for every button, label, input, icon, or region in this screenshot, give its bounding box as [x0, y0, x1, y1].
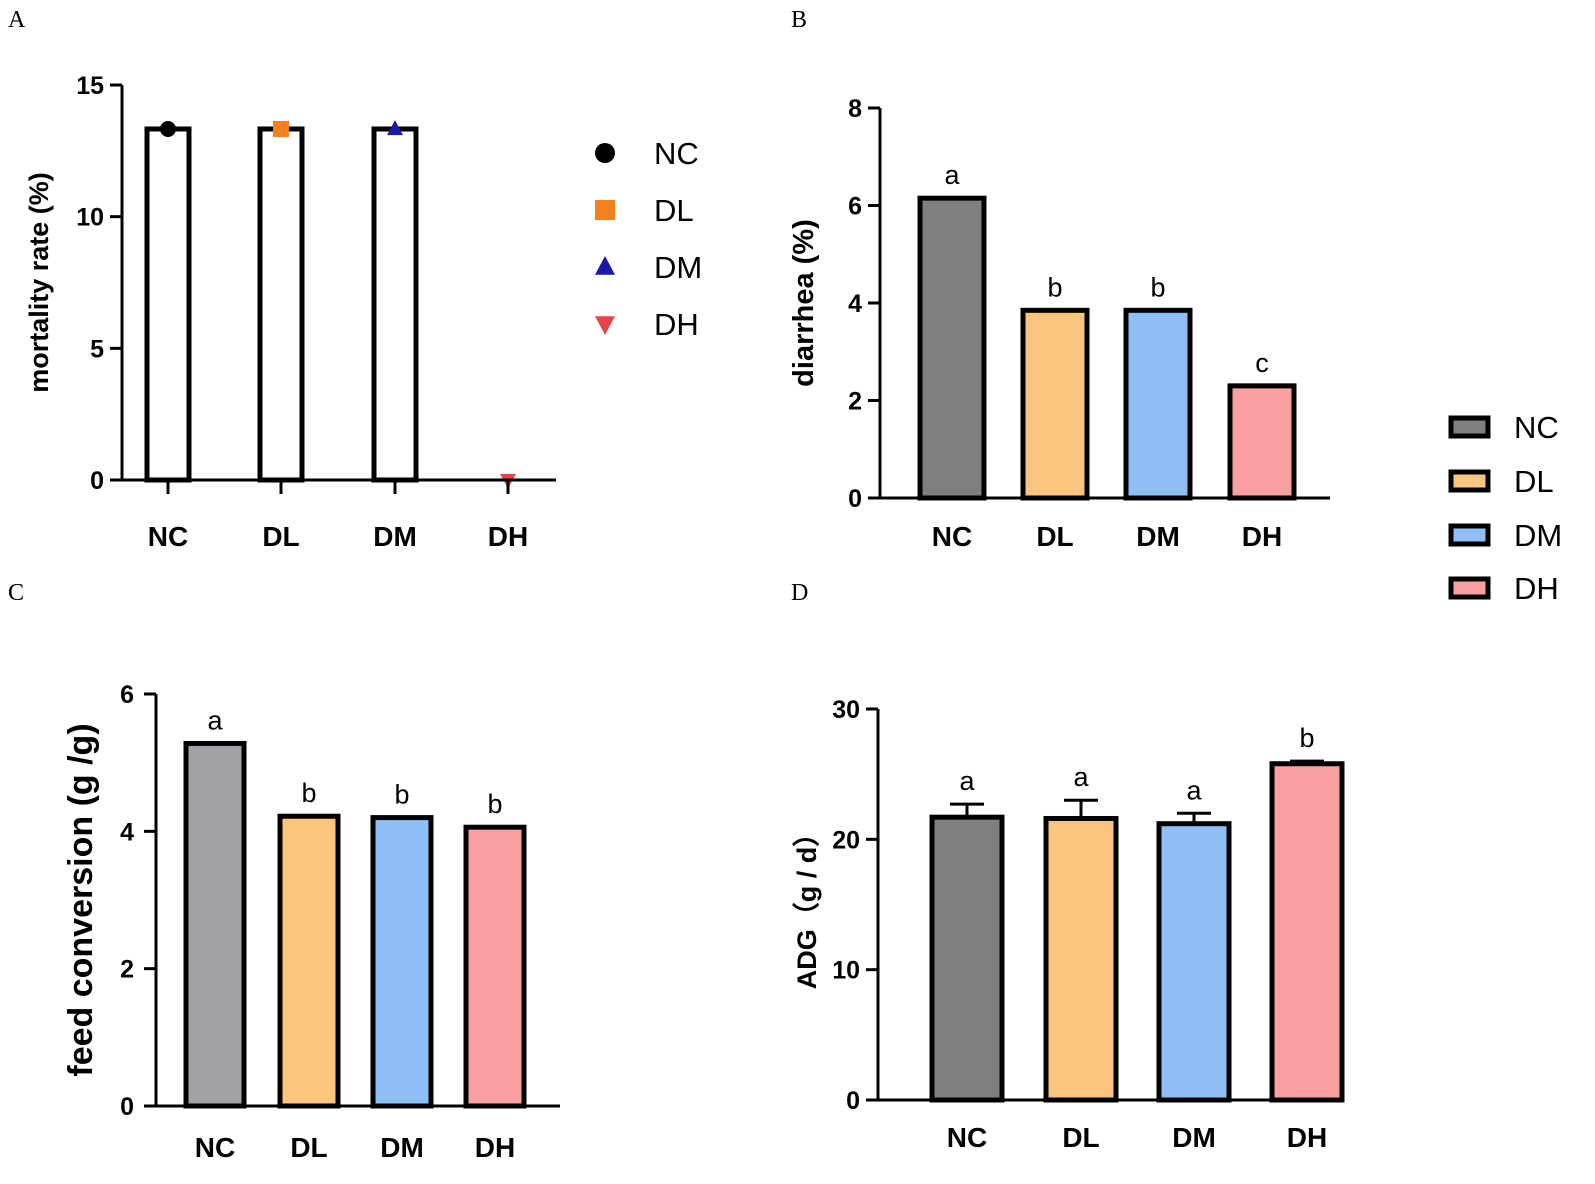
legend-swatch-nc — [1448, 415, 1491, 439]
x-tick-label-dh: DH — [475, 1132, 515, 1163]
y-tick-label: 10 — [76, 204, 104, 232]
x-tick-label-dl: DL — [262, 521, 299, 552]
bar-dl — [277, 813, 341, 1109]
x-tick-label-nc: NC — [947, 1122, 987, 1153]
legend: NC DL DM DH — [1448, 410, 1562, 606]
significance-label-nc: a — [207, 705, 223, 735]
legend-swatch-dl — [1448, 469, 1491, 493]
significance-label-dm: b — [394, 780, 409, 810]
y-tick-label: 15 — [76, 72, 104, 100]
significance-label-nc: a — [944, 160, 960, 190]
y-tick-label: 0 — [846, 1087, 860, 1115]
significance-label-dm: a — [1186, 775, 1202, 805]
x-tick-label-dm: DM — [380, 1132, 424, 1163]
significance-label-dh: c — [1255, 348, 1269, 378]
legend-label-dh: DH — [1514, 571, 1559, 606]
x-tick-label-nc: NC — [195, 1132, 235, 1163]
x-tick-label-nc: NC — [932, 521, 972, 552]
panel-c-feed-conversion-chart: a b b b 0 2 4 6 NC DL DM DH feed conversion (g /g) — [62, 681, 560, 1163]
y-tick-label: 10 — [832, 957, 860, 985]
y-tick-label: 2 — [120, 956, 134, 984]
bar-dh — [463, 824, 527, 1109]
x-tick-label-dh: DH — [488, 521, 528, 552]
y-tick-label: 0 — [120, 1093, 134, 1121]
significance-label-dl: a — [1073, 762, 1089, 792]
x-tick-label-dm: DM — [1172, 1122, 1216, 1153]
bar-dm — [370, 815, 434, 1109]
significance-label-nc: a — [959, 766, 975, 796]
bar-dm — [1123, 307, 1193, 501]
significance-label-dh: b — [487, 789, 502, 819]
x-tick-label-dh: DH — [1287, 1122, 1327, 1153]
marker-dm — [387, 120, 403, 136]
bar-dh — [1269, 761, 1345, 1103]
panel-b-diarrhea-chart: a b b c 0 2 4 6 8 NC DL DM DH diarrhea (%) NC DL DM DH — [788, 95, 1562, 606]
marker-nc — [160, 120, 176, 137]
y-tick-label: 6 — [120, 681, 134, 709]
panel-letter-b: B — [791, 7, 807, 33]
y-tick-label: 0 — [90, 467, 104, 495]
bar-dl — [257, 126, 305, 483]
panel-letter-d: D — [791, 580, 808, 606]
legend-label-nc: NC — [1514, 410, 1559, 445]
x-tick-label-nc: NC — [148, 521, 188, 552]
x-tick-label-dh: DH — [1242, 521, 1282, 552]
x-tick-label-dm: DM — [1136, 521, 1180, 552]
y-axis-label: ADG（g / d） — [792, 820, 822, 990]
bar-dm — [1156, 821, 1232, 1103]
bar-dl — [1043, 815, 1119, 1103]
bar-nc — [917, 195, 987, 501]
y-tick-label: 4 — [120, 818, 134, 846]
y-tick-label: 20 — [832, 826, 860, 854]
y-axis-label: diarrhea (%) — [788, 219, 820, 387]
legend-marker-dh — [595, 316, 615, 335]
y-tick-label: 5 — [90, 335, 104, 363]
bar-dm — [371, 126, 419, 483]
legend-label-dm: DM — [654, 250, 702, 285]
bar-nc — [144, 126, 192, 483]
bar-nc — [183, 740, 247, 1109]
x-tick-label-dl: DL — [290, 1132, 327, 1163]
y-tick-label: 6 — [848, 193, 862, 221]
x-tick-label-dl: DL — [1036, 521, 1073, 552]
significance-label-dh: b — [1299, 723, 1314, 753]
significance-label-dl: b — [301, 778, 316, 808]
x-tick-label-dl: DL — [1062, 1122, 1099, 1153]
bar-dl — [1020, 307, 1090, 501]
panel-letter-a: A — [8, 7, 26, 33]
legend-label-nc: NC — [654, 136, 699, 171]
legend-marker-dm — [595, 256, 615, 275]
bar-dh — [1227, 383, 1297, 501]
bar-nc — [929, 814, 1005, 1103]
legend-label-dl: DL — [1514, 464, 1554, 499]
y-axis-label: mortality rate (%) — [24, 172, 54, 393]
y-tick-label: 4 — [848, 290, 862, 318]
legend-swatch-dm — [1448, 523, 1491, 547]
legend-swatch-dh — [1448, 576, 1491, 600]
legend-label-dm: DM — [1514, 518, 1562, 553]
y-tick-label: 2 — [848, 388, 862, 416]
y-tick-label: 0 — [848, 485, 862, 513]
y-axis-label: feed conversion (g /g) — [62, 723, 100, 1076]
panel-letter-c: C — [8, 580, 24, 606]
significance-label-dl: b — [1047, 272, 1062, 302]
legend-marker-nc — [595, 143, 615, 163]
significance-label-dm: b — [1150, 272, 1165, 302]
legend: NC DL DM DH — [595, 136, 702, 342]
marker-dl — [273, 120, 289, 137]
legend-label-dh: DH — [654, 307, 699, 342]
y-tick-label: 30 — [832, 696, 860, 724]
legend-marker-dl — [595, 200, 615, 220]
panel-a-mortality-chart: 0 5 10 15 NC DL DM DH mortality rate (%) NC DL DM DH — [24, 72, 702, 552]
y-tick-label: 8 — [848, 95, 862, 123]
x-tick-label-dm: DM — [373, 521, 417, 552]
panel-d-adg-chart: a a a b 0 10 20 30 NC DL DM DH ADG（g / d） — [792, 696, 1345, 1153]
legend-label-dl: DL — [654, 193, 694, 228]
